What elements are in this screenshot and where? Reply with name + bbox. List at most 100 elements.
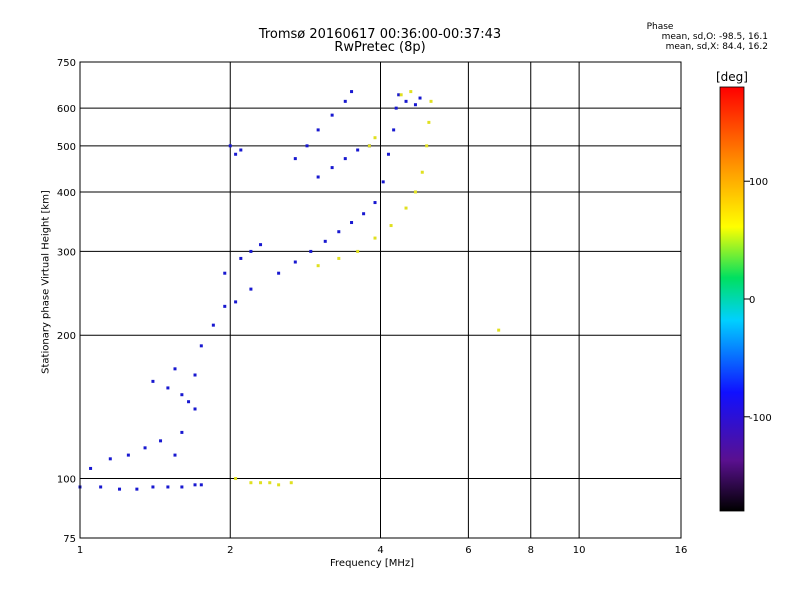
o-mode-point: [337, 230, 341, 234]
o-mode-point: [259, 243, 263, 247]
x-tick-label: 4: [377, 545, 383, 556]
x-axis-label: Frequency [MHz]: [330, 558, 415, 569]
o-mode-point: [180, 485, 184, 489]
o-mode-point: [166, 386, 170, 390]
y-tick-label: 500: [57, 142, 76, 153]
o-mode-point: [293, 157, 297, 161]
o-mode-point: [356, 148, 360, 152]
x-mode-point: [367, 144, 371, 148]
y-tick-label: 600: [57, 104, 76, 115]
x-mode-point: [259, 481, 263, 485]
o-mode-point: [293, 260, 297, 264]
o-mode-point: [143, 446, 147, 450]
o-mode-point: [118, 487, 122, 491]
o-mode-point: [180, 430, 184, 434]
x-mode-point: [427, 120, 431, 124]
o-mode-point: [413, 103, 417, 107]
o-mode-point: [151, 379, 155, 383]
o-mode-point: [199, 483, 203, 487]
y-tick-labels: 75 100 200 300 400 500 600 750: [57, 58, 76, 545]
o-mode-point: [173, 453, 177, 457]
y-tick-label: 200: [57, 331, 76, 342]
x-mode-point: [289, 481, 293, 485]
colorbar: [719, 86, 745, 512]
x-mode-point: [420, 170, 424, 174]
o-mode-point: [135, 487, 139, 491]
data-points: [78, 90, 501, 491]
x-mode-point: [234, 477, 238, 481]
y-tick-label: 75: [63, 534, 76, 545]
x-mode-point: [373, 136, 377, 140]
y-tick-label: 400: [57, 188, 76, 199]
x-mode-point: [249, 481, 253, 485]
o-mode-point: [381, 180, 385, 184]
colorbar-tick-label: -100: [749, 413, 772, 424]
x-mode-stats: mean, sd,X: 84.4, 16.2: [665, 42, 768, 52]
x-tick-label: 10: [573, 545, 586, 556]
o-mode-stats: mean, sd,O: -98.5, 16.1: [661, 32, 768, 42]
o-mode-point: [193, 373, 197, 377]
o-mode-point: [386, 152, 390, 156]
o-mode-point: [166, 485, 170, 489]
o-mode-point: [404, 99, 408, 103]
o-mode-point: [211, 323, 215, 327]
o-mode-point: [392, 128, 396, 132]
x-mode-point: [277, 483, 281, 487]
y-tick-label: 750: [57, 58, 76, 69]
o-mode-point: [108, 457, 112, 461]
o-mode-point: [223, 304, 227, 308]
chart-subtitle: RwPretec (8p): [334, 40, 426, 55]
o-mode-point: [350, 90, 354, 94]
colorbar-tick-label: 100: [749, 177, 768, 188]
colorbar-ticks: 100 0 -100: [744, 177, 772, 424]
o-mode-point: [239, 256, 243, 260]
x-mode-point: [404, 206, 408, 210]
o-mode-point: [199, 344, 203, 348]
o-mode-point: [394, 106, 398, 110]
o-mode-point: [316, 175, 320, 179]
o-mode-point: [99, 485, 103, 489]
x-mode-point: [356, 249, 360, 253]
o-mode-point: [234, 300, 238, 304]
o-mode-point: [223, 271, 227, 275]
phase-legend-title: Phase: [646, 22, 674, 32]
plot-frame: [79, 61, 682, 539]
x-mode-point: [373, 236, 377, 240]
o-mode-point: [239, 148, 243, 152]
o-mode-point: [316, 128, 320, 132]
o-mode-point: [249, 249, 253, 253]
y-tick-label: 100: [57, 475, 76, 486]
y-tick-label: 300: [57, 247, 76, 258]
o-mode-point: [418, 96, 422, 100]
o-mode-point: [151, 485, 155, 489]
x-mode-point: [409, 90, 413, 94]
o-mode-point: [187, 400, 191, 404]
o-mode-point: [330, 113, 334, 117]
o-mode-point: [234, 152, 238, 156]
o-mode-point: [159, 439, 163, 443]
o-mode-point: [173, 367, 177, 371]
o-mode-point: [249, 287, 253, 291]
x-tick-label: 16: [675, 545, 688, 556]
x-mode-point: [429, 99, 433, 103]
grid-lines: [79, 61, 682, 539]
o-mode-point: [330, 166, 334, 170]
x-mode-point: [413, 190, 417, 194]
o-mode-point: [323, 239, 327, 243]
o-mode-point: [343, 157, 347, 161]
x-mode-point: [399, 93, 403, 97]
x-mode-point: [497, 328, 501, 332]
o-mode-point: [362, 212, 366, 216]
x-tick-label: 1: [77, 545, 83, 556]
x-mode-point: [425, 144, 429, 148]
x-tick-labels: 1 2 4 6 8 10 16: [77, 545, 688, 556]
o-mode-point: [180, 393, 184, 397]
o-mode-point: [350, 221, 354, 225]
o-mode-point: [343, 99, 347, 103]
x-tick-label: 6: [465, 545, 471, 556]
x-mode-point: [337, 256, 341, 260]
o-mode-point: [277, 271, 281, 275]
o-mode-point: [309, 249, 313, 253]
o-mode-point: [305, 144, 309, 148]
